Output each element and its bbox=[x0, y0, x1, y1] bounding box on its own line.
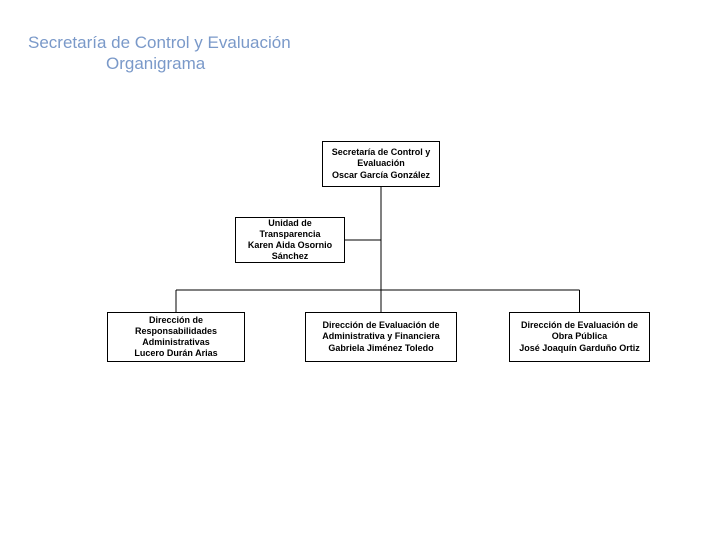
org-node-resp: Dirección de Responsabilidades Administr… bbox=[107, 312, 245, 362]
org-node-title: Secretaría de Control y Evaluación bbox=[326, 147, 436, 170]
org-node-title: Dirección de Evaluación de Administrativ… bbox=[309, 320, 453, 343]
org-node-person: Karen Aida Osornio Sánchez bbox=[239, 240, 341, 263]
org-node-person: Lucero Durán Arias bbox=[134, 348, 217, 359]
org-node-admin: Dirección de Evaluación de Administrativ… bbox=[305, 312, 457, 362]
org-node-obra: Dirección de Evaluación de Obra PúblicaJ… bbox=[509, 312, 650, 362]
org-node-title: Dirección de Evaluación de Obra Pública bbox=[513, 320, 646, 343]
org-node-person: Gabriela Jiménez Toledo bbox=[328, 343, 433, 354]
org-connectors bbox=[0, 0, 720, 540]
org-node-person: Oscar García González bbox=[332, 170, 430, 181]
title-line2: Organigrama bbox=[28, 53, 291, 74]
org-node-root: Secretaría de Control y EvaluaciónOscar … bbox=[322, 141, 440, 187]
org-node-title: Dirección de Responsabilidades Administr… bbox=[111, 315, 241, 349]
org-node-title: Unidad de Transparencia bbox=[239, 218, 341, 241]
page-title: Secretaría de Control y Evaluación Organ… bbox=[28, 32, 291, 75]
title-line1: Secretaría de Control y Evaluación bbox=[28, 32, 291, 53]
org-node-transp: Unidad de TransparenciaKaren Aida Osorni… bbox=[235, 217, 345, 263]
org-node-person: José Joaquín Garduño Ortiz bbox=[519, 343, 640, 354]
